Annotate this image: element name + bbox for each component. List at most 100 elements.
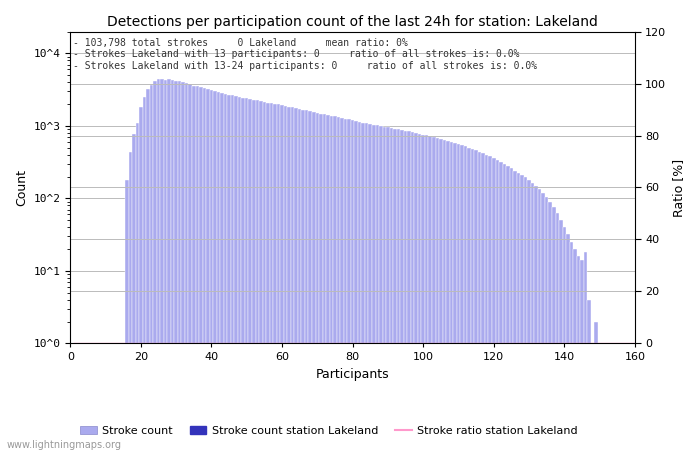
Bar bbox=[584, 252, 587, 450]
Bar bbox=[368, 124, 372, 450]
Bar bbox=[361, 122, 365, 450]
Bar bbox=[594, 322, 598, 450]
Bar bbox=[139, 108, 143, 450]
Bar bbox=[414, 133, 418, 450]
Bar bbox=[460, 145, 464, 450]
Bar bbox=[167, 79, 171, 450]
Bar bbox=[192, 86, 195, 450]
Bar bbox=[580, 260, 584, 450]
Bar bbox=[548, 202, 552, 450]
Bar bbox=[464, 147, 468, 450]
Bar bbox=[234, 96, 238, 450]
Bar bbox=[449, 142, 453, 450]
Bar bbox=[210, 90, 214, 450]
Bar bbox=[506, 166, 510, 450]
Bar bbox=[319, 113, 323, 450]
Bar bbox=[421, 135, 425, 450]
Bar bbox=[171, 80, 174, 450]
Bar bbox=[496, 160, 499, 450]
Bar bbox=[383, 126, 386, 450]
Bar bbox=[475, 150, 478, 450]
Bar bbox=[407, 131, 411, 450]
Bar bbox=[513, 171, 517, 450]
Bar bbox=[566, 234, 570, 450]
Bar bbox=[358, 122, 361, 450]
Bar bbox=[188, 84, 192, 450]
Bar bbox=[284, 106, 287, 450]
Bar bbox=[534, 186, 538, 450]
Bar bbox=[577, 256, 580, 450]
Bar bbox=[231, 95, 234, 450]
Bar bbox=[143, 97, 146, 450]
Bar bbox=[290, 108, 295, 450]
Bar bbox=[520, 175, 524, 450]
Bar bbox=[129, 153, 132, 450]
Bar bbox=[573, 249, 577, 450]
Bar bbox=[153, 81, 157, 450]
Bar bbox=[146, 89, 150, 450]
Bar bbox=[418, 134, 421, 450]
Bar bbox=[326, 115, 330, 450]
Bar bbox=[312, 112, 316, 450]
Bar bbox=[330, 116, 333, 450]
Bar bbox=[125, 180, 129, 450]
Bar bbox=[206, 89, 210, 450]
Bar bbox=[400, 130, 404, 450]
Bar bbox=[587, 300, 591, 450]
Bar bbox=[404, 130, 407, 450]
Title: Detections per participation count of the last 24h for station: Lakeland: Detections per participation count of th… bbox=[107, 15, 598, 29]
Legend: Stroke count, Stroke count station Lakeland, Stroke ratio station Lakeland: Stroke count, Stroke count station Lakel… bbox=[76, 421, 582, 440]
Bar bbox=[262, 102, 266, 450]
Bar bbox=[309, 111, 312, 450]
Bar bbox=[323, 114, 326, 450]
Bar bbox=[347, 119, 351, 450]
Bar bbox=[485, 155, 489, 450]
Text: - 103,798 total strokes     0 Lakeland     mean ratio: 0%
- Strokes Lakeland wit: - 103,798 total strokes 0 Lakeland mean … bbox=[73, 38, 537, 71]
Bar bbox=[252, 99, 256, 450]
Bar bbox=[559, 220, 563, 450]
Bar bbox=[541, 193, 545, 450]
Bar bbox=[132, 134, 136, 450]
Bar bbox=[510, 168, 513, 450]
Bar bbox=[552, 207, 556, 450]
Bar bbox=[295, 108, 298, 450]
Bar bbox=[256, 100, 259, 450]
Bar bbox=[446, 141, 449, 450]
Bar bbox=[199, 87, 202, 450]
Bar bbox=[492, 158, 496, 450]
X-axis label: Participants: Participants bbox=[316, 368, 389, 381]
Bar bbox=[531, 183, 534, 450]
Bar bbox=[181, 82, 185, 450]
Bar bbox=[556, 213, 559, 450]
Bar bbox=[393, 129, 397, 450]
Bar bbox=[478, 152, 482, 450]
Bar bbox=[280, 105, 284, 450]
Bar bbox=[471, 149, 475, 450]
Bar bbox=[499, 162, 503, 450]
Bar bbox=[482, 153, 485, 450]
Bar bbox=[270, 103, 273, 450]
Bar bbox=[340, 118, 344, 450]
Bar bbox=[425, 135, 428, 450]
Bar bbox=[273, 104, 276, 450]
Bar bbox=[228, 94, 231, 450]
Bar bbox=[150, 85, 153, 450]
Bar bbox=[503, 164, 506, 450]
Bar bbox=[241, 98, 245, 450]
Bar bbox=[365, 123, 368, 450]
Bar bbox=[276, 104, 280, 450]
Bar bbox=[174, 81, 178, 450]
Bar bbox=[178, 81, 181, 450]
Bar bbox=[185, 83, 188, 450]
Bar bbox=[333, 117, 337, 450]
Bar bbox=[372, 125, 375, 450]
Bar bbox=[305, 110, 309, 450]
Bar bbox=[202, 88, 206, 450]
Y-axis label: Count: Count bbox=[15, 169, 28, 206]
Bar bbox=[442, 140, 446, 450]
Bar bbox=[195, 86, 199, 450]
Text: www.lightningmaps.org: www.lightningmaps.org bbox=[7, 440, 122, 450]
Bar bbox=[456, 144, 460, 450]
Bar bbox=[259, 101, 262, 450]
Bar bbox=[238, 97, 242, 450]
